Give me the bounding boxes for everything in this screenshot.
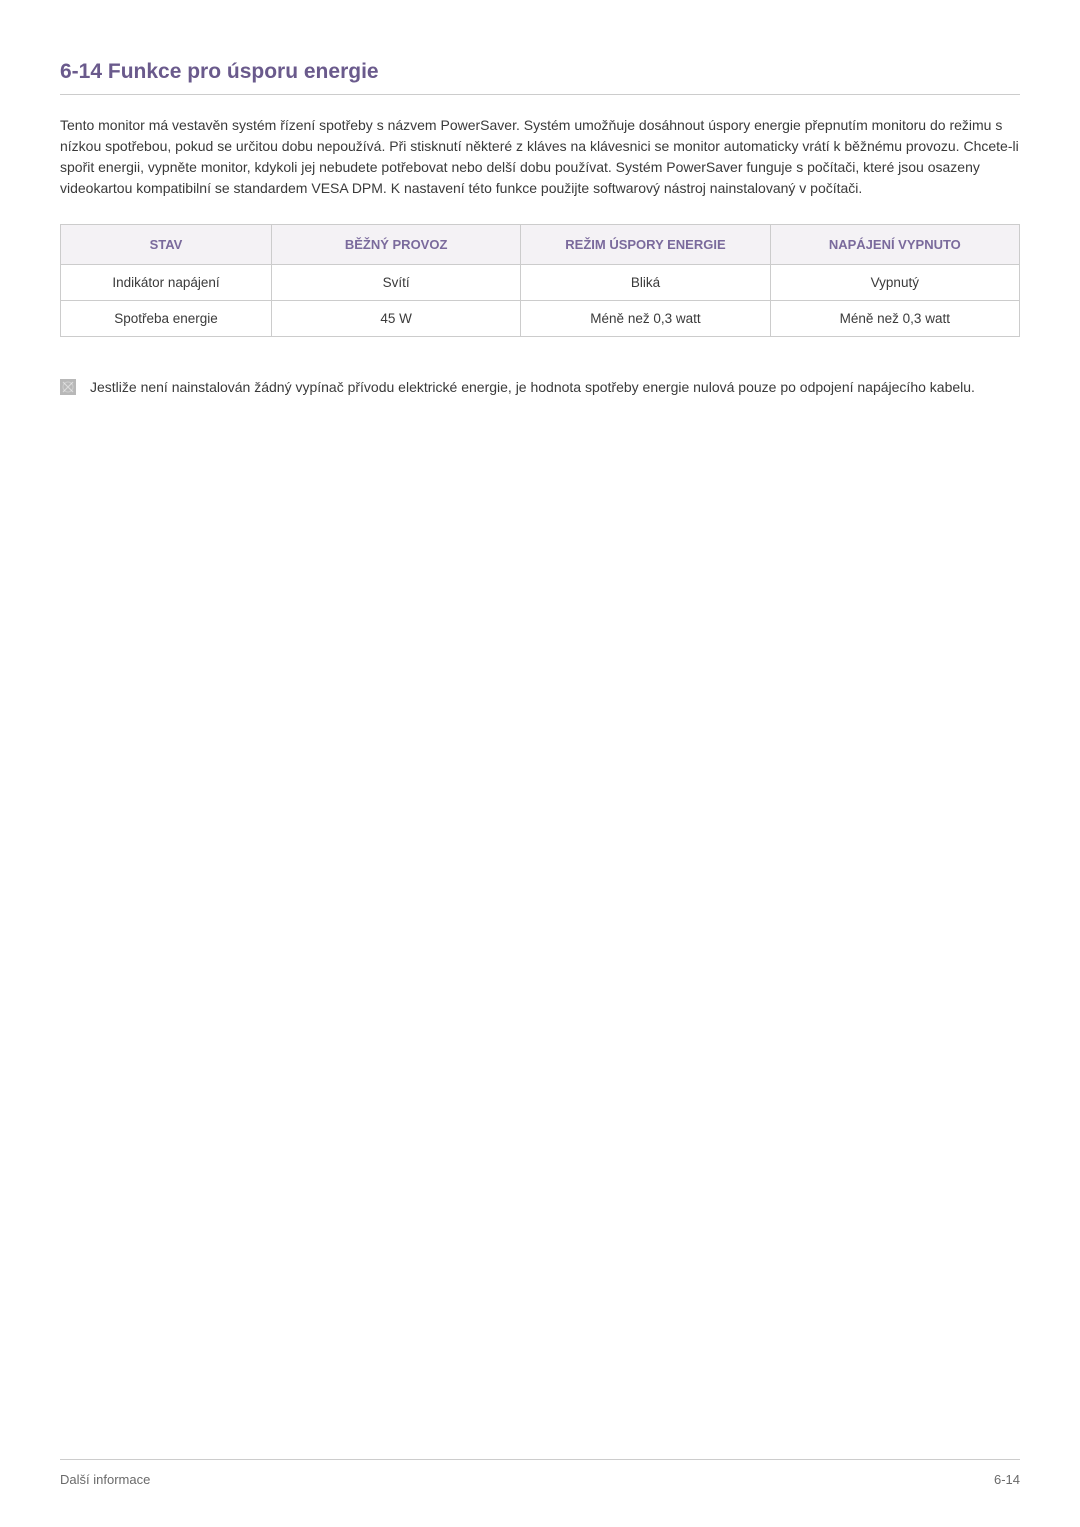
table-cell: Indikátor napájení <box>61 265 272 301</box>
table-header-cell: STAV <box>61 225 272 265</box>
power-states-table: STAV BĚŽNÝ PROVOZ REŽIM ÚSPORY ENERGIE N… <box>60 224 1020 337</box>
section-body-text: Tento monitor má vestavěn systém řízení … <box>60 115 1020 199</box>
table-cell: Méně než 0,3 watt <box>521 301 770 337</box>
note-block: Jestliže není nainstalován žádný vypínač… <box>60 377 1020 398</box>
table-cell: Svítí <box>271 265 520 301</box>
table-header-row: STAV BĚŽNÝ PROVOZ REŽIM ÚSPORY ENERGIE N… <box>61 225 1020 265</box>
table-header-cell: NAPÁJENÍ VYPNUTO <box>770 225 1019 265</box>
note-icon <box>60 379 76 395</box>
footer-right-text: 6-14 <box>994 1472 1020 1487</box>
table-cell: Méně než 0,3 watt <box>770 301 1019 337</box>
note-text: Jestliže není nainstalován žádný vypínač… <box>90 377 975 398</box>
table-row: Spotřeba energie 45 W Méně než 0,3 watt … <box>61 301 1020 337</box>
section-title: 6-14 Funkce pro úsporu energie <box>60 60 1020 95</box>
table-cell: 45 W <box>271 301 520 337</box>
table-cell: Vypnutý <box>770 265 1019 301</box>
table-header-cell: BĚŽNÝ PROVOZ <box>271 225 520 265</box>
table-row: Indikátor napájení Svítí Bliká Vypnutý <box>61 265 1020 301</box>
table-cell: Spotřeba energie <box>61 301 272 337</box>
page-footer: Další informace 6-14 <box>60 1459 1020 1487</box>
table-cell: Bliká <box>521 265 770 301</box>
footer-left-text: Další informace <box>60 1472 150 1487</box>
table-header-cell: REŽIM ÚSPORY ENERGIE <box>521 225 770 265</box>
